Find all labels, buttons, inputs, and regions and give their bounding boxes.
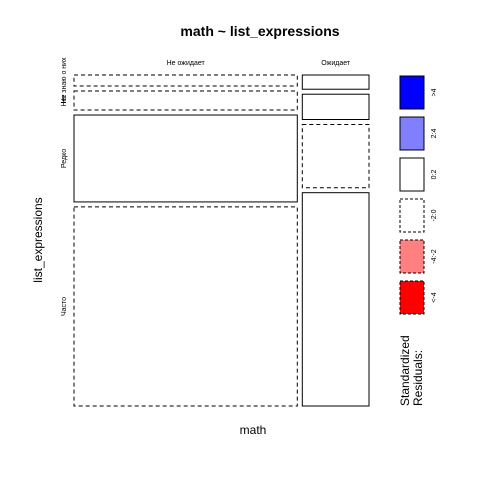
cell-не-ожидает-не-знаю-о-них [73, 74, 298, 87]
legend-swatch-2-0 [399, 198, 425, 233]
legend-swatch-4 [399, 75, 425, 110]
legend-label: -4:-2 [431, 249, 438, 264]
column-labels: Не ожидает Ожидает [167, 60, 351, 67]
cell-ожидает-часто [301, 192, 370, 407]
row-label-нет: Нет [61, 94, 68, 107]
cell-не-ожидает-редко [73, 114, 298, 203]
mosaic-cells [73, 74, 370, 407]
cell-не-ожидает-нет [73, 90, 298, 111]
legend-swatch-0-2 [399, 157, 425, 192]
row-label-не-знаю-о-них: Не знаю о них [61, 57, 68, 104]
legend-label: <-4 [431, 292, 438, 302]
legend-title-line: Standardized [398, 335, 412, 406]
cell-ожидает-не-знаю-о-них [301, 74, 370, 90]
legend-label: >4 [431, 88, 438, 96]
row-label-редко: Редко [61, 149, 68, 168]
legend-label: 2:4 [431, 129, 438, 139]
residuals-legend: >4 2:4 0:2 -2:0 -4:-2 <-4 Standardized Residual… [398, 75, 438, 406]
row-label-часто: Часто [61, 297, 68, 316]
cell-ожидает-редко [301, 124, 370, 189]
cell-ожидает-нет [301, 93, 370, 121]
cell-не-ожидает-часто [73, 206, 298, 407]
legend-label: -2:0 [431, 209, 438, 221]
legend-label: 0:2 [431, 170, 438, 180]
column-label-не-ожидает: Не ожидает [167, 60, 206, 67]
column-label-ожидает: Ожидает [321, 60, 351, 67]
legend-swatch-2-4 [399, 116, 425, 151]
x-axis-title: math [240, 423, 267, 437]
y-axis-title: list_expressions [31, 197, 45, 282]
legend-swatch-4 [399, 280, 425, 315]
legend-swatch-4-2 [399, 239, 425, 274]
chart-title: math ~ list_expressions [180, 23, 339, 39]
legend-title-line: Residuals: [411, 350, 425, 406]
